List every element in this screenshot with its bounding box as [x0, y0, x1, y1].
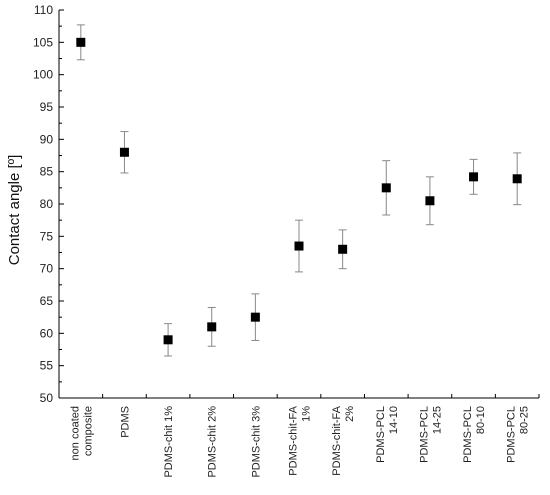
- y-tick-label: 60: [40, 326, 54, 340]
- x-category-label: PDMS-chit-FA: [288, 405, 300, 475]
- x-category-label: composite: [82, 406, 94, 456]
- data-point: [512, 174, 522, 184]
- x-category-label: PDMS-chit-FA: [331, 405, 343, 475]
- x-category-label: 14-25: [431, 406, 443, 434]
- data-point: [76, 37, 86, 47]
- data-point: [119, 147, 129, 157]
- x-category-label: PDMS-PCL: [462, 406, 474, 463]
- plot-area: 50 55 60 65 70 75 80 85 90 95 100 105 110 non coated c…: [33, 3, 540, 478]
- x-category-label: PDMS-chit 3%: [250, 406, 262, 478]
- y-tick-label: 85: [40, 165, 54, 179]
- y-tick-label: 110: [34, 3, 53, 17]
- data-point: [338, 244, 348, 254]
- x-category-label: 1%: [301, 406, 313, 422]
- data-point: [250, 312, 260, 322]
- x-category-label: PDMS-PCL: [506, 406, 518, 463]
- y-tick-label: 105: [33, 35, 53, 49]
- y-tick-label: 95: [40, 100, 54, 114]
- x-category-label: PDMS-chit 2%: [207, 406, 219, 478]
- y-tick-label: 70: [40, 262, 54, 276]
- y-tick-label: 75: [40, 229, 54, 243]
- x-category-label: PDMS-chit 1%: [163, 406, 175, 478]
- data-point: [207, 322, 217, 332]
- y-axis-title: Contact angle [º]: [6, 155, 23, 266]
- x-category-label: 80-25: [519, 406, 531, 434]
- x-category-label: 80-10: [475, 406, 487, 434]
- data-point: [163, 335, 173, 345]
- data-point: [425, 196, 435, 206]
- y-tick-label: 65: [40, 294, 54, 308]
- x-category-label: PDMS: [119, 406, 131, 438]
- y-tick-label: 100: [33, 68, 53, 82]
- x-category-label: 14-10: [388, 406, 400, 434]
- y-tick-label: 55: [40, 359, 54, 373]
- x-category-label: non coated: [69, 406, 81, 460]
- x-category-label: 2%: [344, 406, 356, 422]
- y-tick-label: 80: [40, 197, 54, 211]
- data-point: [381, 183, 391, 193]
- x-category-label: PDMS-PCL: [375, 406, 387, 463]
- x-category-label: PDMS-PCL: [418, 406, 430, 463]
- y-tick-label: 90: [40, 132, 54, 146]
- data-point: [294, 241, 304, 251]
- y-tick-label: 50: [40, 391, 54, 405]
- data-point: [469, 172, 479, 182]
